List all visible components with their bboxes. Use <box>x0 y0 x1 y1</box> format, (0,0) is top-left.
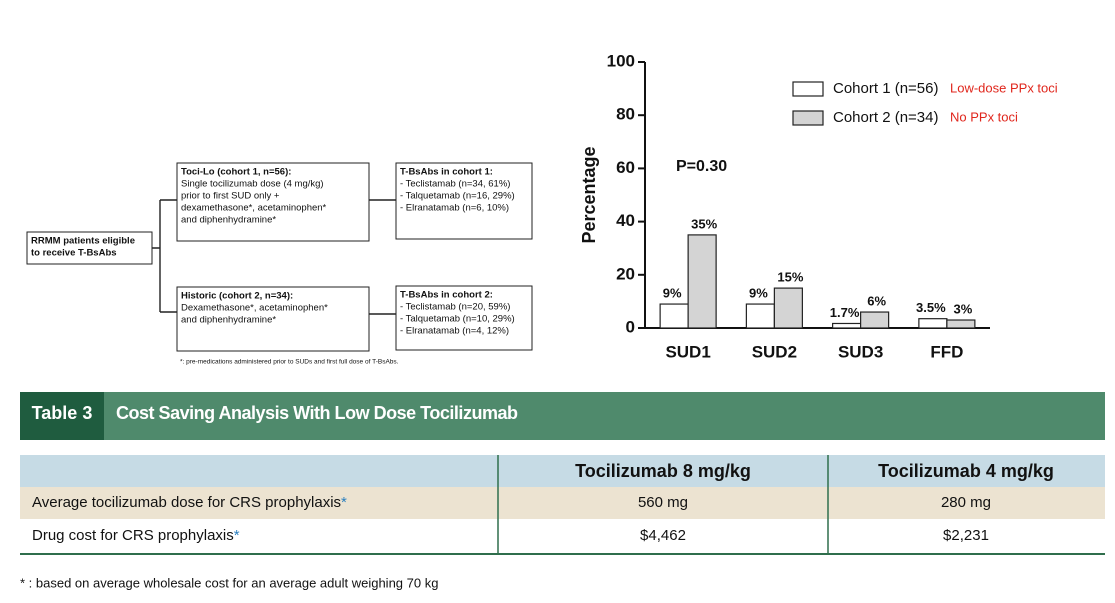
legend-note: Low-dose PPx toci <box>950 80 1058 95</box>
diagram-text: - Talquetamab (n=16, 29%) <box>400 191 515 202</box>
row-label: Average tocilizumab dose for CRS prophyl… <box>32 494 347 511</box>
row-label-mark: * <box>234 527 240 544</box>
legend-swatch <box>792 81 824 97</box>
value-label: 6% <box>867 293 886 308</box>
legend-note: No PPx toci <box>950 109 1018 124</box>
diagram-text: dexamethasone*, acetaminophen* <box>181 203 327 214</box>
table-label: Table 3 <box>32 403 93 423</box>
diagram-box <box>395 162 533 240</box>
diagram-text: and diphenhydramine* <box>181 215 276 226</box>
diagram-text: Single tocilizumab dose (4 mg/kg) <box>181 179 324 190</box>
bar <box>832 322 862 329</box>
diagram-text: RRMM patients eligible <box>31 236 135 247</box>
diagram-edges <box>152 199 396 315</box>
row-label-text: Average tocilizumab dose for CRS prophyl… <box>32 494 341 511</box>
column-header: Tocilizumab 4 mg/kg <box>878 461 1054 481</box>
bar <box>659 303 689 329</box>
diagram-text: T-BsAbs in cohort 1: <box>400 167 493 178</box>
diagram-text: T-BsAbs in cohort 2: <box>400 290 493 301</box>
diagram-box <box>395 285 533 351</box>
table-cell: 280 mg <box>941 494 991 511</box>
table-header-row <box>20 455 1105 487</box>
table-tab <box>20 392 104 440</box>
bar <box>745 303 775 329</box>
diagram-text: - Talquetamab (n=10, 29%) <box>400 314 515 325</box>
value-label: 35% <box>691 216 717 231</box>
table-title: Cost Saving Analysis With Low Dose Tocil… <box>116 403 518 423</box>
diagram-text: to receive T-BsAbs <box>31 248 117 259</box>
diagram-text: prior to first SUD only + <box>181 191 280 202</box>
diagram-box <box>26 231 153 265</box>
legend-swatch <box>792 110 824 126</box>
table-band <box>20 392 1105 440</box>
diagram-text: - Elranatamab (n=4, 12%) <box>400 326 509 337</box>
diagram-text: - Elranatamab (n=6, 10%) <box>400 203 509 214</box>
row-label-text: Drug cost for CRS prophylaxis <box>32 527 234 544</box>
diagram-footnote: *: pre-medications administered prior to… <box>180 359 399 366</box>
bar <box>946 319 976 329</box>
x-tick-label: FFD <box>930 342 963 361</box>
bar <box>773 287 803 329</box>
diagram-text: - Teclistamab (n=34, 61%) <box>400 179 510 190</box>
y-tick-label: 0 <box>626 317 635 336</box>
row-label-mark: * <box>341 494 347 511</box>
value-label: 1.7% <box>830 305 860 320</box>
x-tick-label: SUD1 <box>665 342 710 361</box>
y-tick-label: 40 <box>616 211 635 230</box>
value-label: 15% <box>777 270 803 285</box>
value-label: 3.5% <box>916 300 946 315</box>
diagram-text: Toci-Lo (cohort 1, n=56): <box>181 167 291 178</box>
y-tick-label: 20 <box>616 264 635 283</box>
y-tick-label: 100 <box>607 51 635 70</box>
diagram-box <box>176 286 370 352</box>
value-label: 9% <box>749 285 768 300</box>
y-axis-label: Percentage <box>579 146 599 243</box>
y-tick-label: 60 <box>616 158 635 177</box>
table-cell: 560 mg <box>638 494 688 511</box>
table-row-bg <box>20 487 1105 519</box>
y-tick-label: 80 <box>616 105 635 124</box>
diagram-box <box>176 162 370 242</box>
bar <box>687 234 717 329</box>
diagram-text: and diphenhydramine* <box>181 315 276 326</box>
row-label: Drug cost for CRS prophylaxis* <box>32 527 240 544</box>
bar <box>918 318 948 329</box>
table-footnote: * : based on average wholesale cost for … <box>20 575 438 590</box>
legend-label: Cohort 1 (n=56) <box>833 80 938 97</box>
connector <box>152 199 396 315</box>
table-cell: $2,231 <box>943 527 989 544</box>
legend-label: Cohort 2 (n=34) <box>833 109 938 126</box>
diagram-text: - Teclistamab (n=20, 59%) <box>400 302 510 313</box>
diagram-text: Historic (cohort 2, n=34): <box>181 291 293 302</box>
value-label: 9% <box>663 285 682 300</box>
column-header: Tocilizumab 8 mg/kg <box>575 461 751 481</box>
bar <box>860 311 890 329</box>
table-cell: $4,462 <box>640 527 686 544</box>
x-tick-label: SUD3 <box>838 342 883 361</box>
x-tick-label: SUD2 <box>752 342 797 361</box>
value-label: 3% <box>953 301 972 316</box>
annotation: P=0.30 <box>676 158 727 175</box>
diagram-text: Dexamethasone*, acetaminophen* <box>181 303 328 314</box>
